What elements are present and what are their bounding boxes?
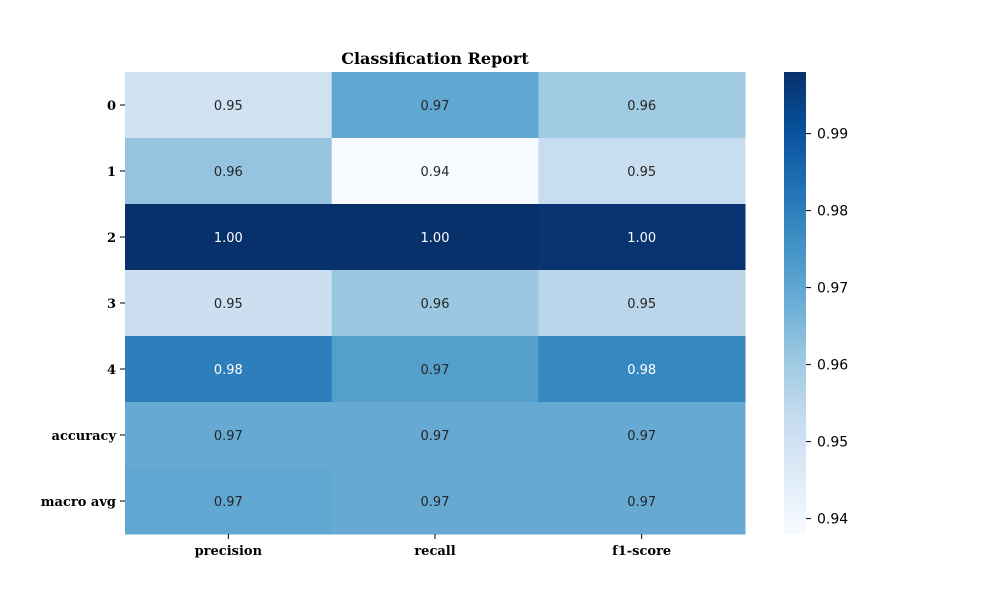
- cell-value-label: 0.98: [627, 363, 656, 378]
- cell-value-label: 0.97: [214, 495, 243, 510]
- chart-title: Classification Report: [341, 49, 529, 68]
- heatmap-cell: [331, 402, 539, 469]
- cell-value-label: 0.98: [214, 363, 243, 378]
- heatmap-cell: [125, 402, 333, 469]
- cell-value-label: 0.97: [421, 363, 450, 378]
- heatmap-cell: [331, 468, 539, 535]
- heatmap-cell: [125, 204, 333, 271]
- heatmap-cell: [125, 270, 333, 337]
- heatmap-cell: [331, 138, 539, 205]
- colorbar-tick-label: 0.98: [817, 204, 848, 220]
- cell-value-label: 0.97: [627, 429, 656, 444]
- heatmap-cell: [125, 336, 333, 403]
- heatmap-cell: [331, 204, 539, 271]
- cell-value-label: 0.95: [627, 165, 656, 180]
- row-label: 1: [107, 165, 116, 180]
- column-label: f1-score: [612, 544, 671, 559]
- row-labels: 0 1 2 3 4 accuracy macro avg: [41, 99, 125, 510]
- row-label: 0: [107, 99, 116, 114]
- cell-value-label: 0.94: [421, 165, 450, 180]
- cell-value-label: 0.96: [421, 297, 450, 312]
- heatmap-cell: [538, 402, 746, 469]
- column-label: precision: [195, 544, 263, 559]
- cell-value-label: 1.00: [214, 231, 243, 246]
- row-label: accuracy: [52, 429, 117, 444]
- heatmap-cell: [538, 468, 746, 535]
- colorbar-ticks: 0.94 0.95 0.96 0.97 0.98 0.99: [806, 127, 848, 528]
- heatmap-cells: 0.95 0.97 0.96 0.96 0.94 0.95 1.00 1.00 1.00 0.95…: [125, 72, 746, 535]
- cell-value-label: 0.95: [214, 99, 243, 114]
- cell-value-label: 0.97: [214, 429, 243, 444]
- heatmap-cell: [125, 72, 333, 139]
- row-label: 2: [107, 231, 116, 246]
- colorbar-tick-label: 0.97: [817, 281, 848, 297]
- cell-value-label: 0.97: [627, 495, 656, 510]
- row-label: 3: [107, 297, 116, 312]
- cell-value-label: 1.00: [421, 231, 450, 246]
- row-label: macro avg: [41, 495, 116, 510]
- colorbar-tick-label: 0.95: [817, 435, 848, 451]
- cell-value-label: 0.95: [627, 297, 656, 312]
- colorbar-tick-label: 0.94: [817, 512, 848, 528]
- cell-value-label: 0.95: [214, 297, 243, 312]
- heatmap-cell: [331, 270, 539, 337]
- heatmap-cell: [538, 270, 746, 337]
- heatmap-cell: [538, 72, 746, 139]
- cell-value-label: 0.97: [421, 495, 450, 510]
- column-label: recall: [414, 544, 455, 559]
- heatmap-cell: [538, 336, 746, 403]
- row-label: 4: [107, 363, 116, 378]
- cell-value-label: 0.97: [421, 99, 450, 114]
- cell-value-label: 0.96: [627, 99, 656, 114]
- heatmap-cell: [331, 336, 539, 403]
- cell-value-label: 0.96: [214, 165, 243, 180]
- column-labels: precision recall f1-score: [195, 534, 671, 559]
- cell-value-label: 0.97: [421, 429, 450, 444]
- heatmap-cell: [538, 204, 746, 271]
- heatmap-cell: [125, 468, 333, 535]
- cell-value-label: 1.00: [627, 231, 656, 246]
- heatmap-cell: [125, 138, 333, 205]
- heatmap-cell: [538, 138, 746, 205]
- colorbar-tick-label: 0.99: [817, 127, 848, 143]
- colorbar-tick-label: 0.96: [817, 358, 848, 374]
- colorbar: [784, 72, 806, 534]
- heatmap-cell: [331, 72, 539, 139]
